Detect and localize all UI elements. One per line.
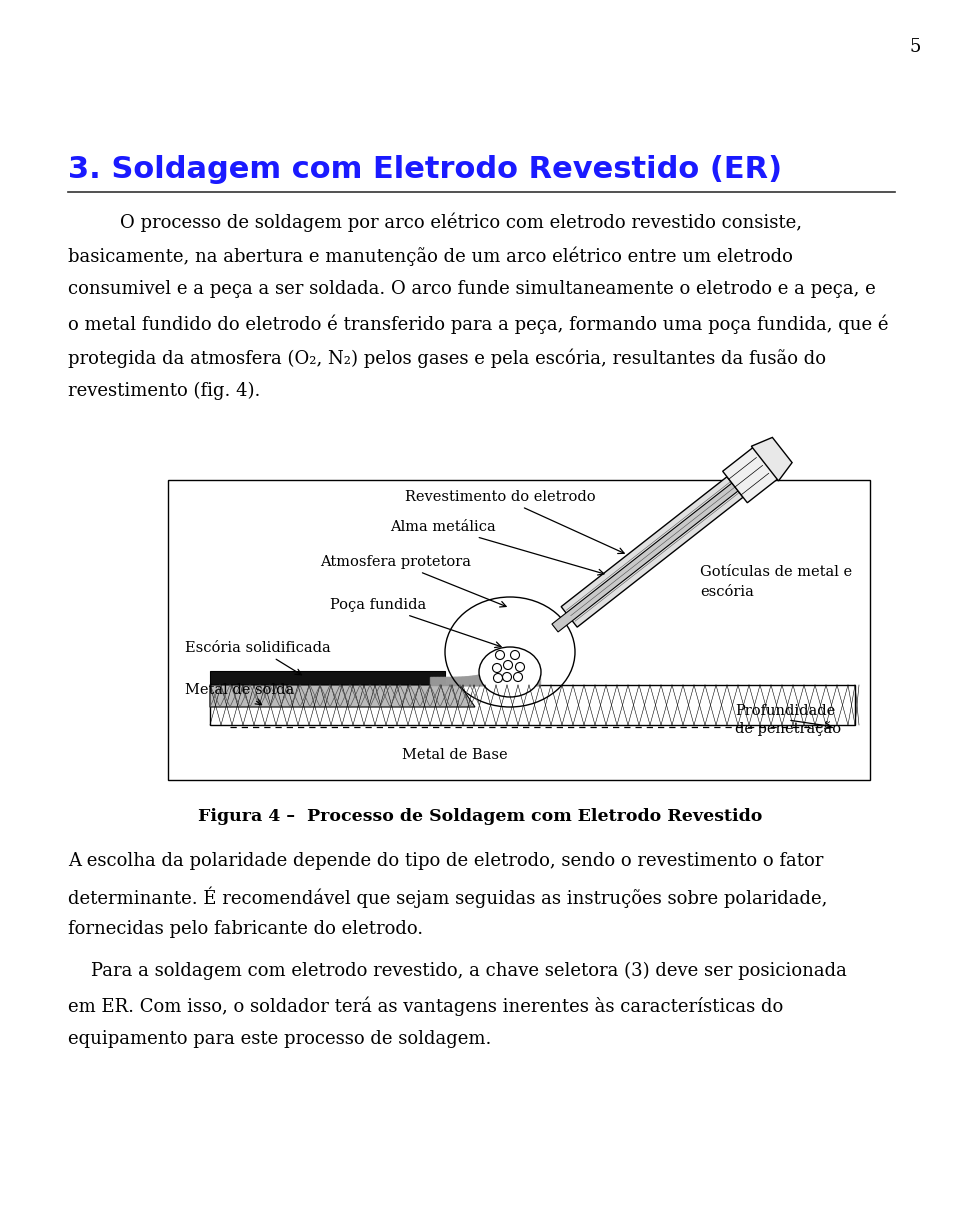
Polygon shape [752, 437, 792, 480]
Text: Escória solidificada: Escória solidificada [185, 641, 331, 675]
Polygon shape [210, 671, 445, 685]
Polygon shape [723, 446, 779, 503]
Circle shape [511, 650, 519, 659]
Polygon shape [562, 477, 743, 627]
Circle shape [503, 660, 513, 669]
Text: Figura 4 –  Processo de Soldagem com Eletrodo Revestido: Figura 4 – Processo de Soldagem com Elet… [198, 808, 762, 825]
Text: 5: 5 [909, 38, 921, 55]
Text: Profundidade
de penetração: Profundidade de penetração [735, 705, 841, 736]
Polygon shape [210, 685, 475, 707]
Text: determinante. É recomendável que sejam seguidas as instruções sobre polaridade,: determinante. É recomendável que sejam s… [68, 886, 828, 908]
Text: O processo de soldagem por arco elétrico com eletrodo revestido consiste,: O processo de soldagem por arco elétrico… [120, 212, 802, 232]
Text: protegida da atmosfera (O₂, N₂) pelos gases e pela escória, resultantes da fusão: protegida da atmosfera (O₂, N₂) pelos ga… [68, 347, 826, 367]
Polygon shape [210, 685, 855, 724]
Text: A escolha da polaridade depende do tipo de eletrodo, sendo o revestimento o fato: A escolha da polaridade depende do tipo … [68, 853, 824, 870]
Text: Atmosfera protetora: Atmosfera protetora [320, 554, 506, 607]
Text: consumivel e a peça a ser soldada. O arco funde simultaneamente o eletrodo e a p: consumivel e a peça a ser soldada. O arc… [68, 280, 876, 298]
Circle shape [492, 664, 501, 673]
Circle shape [493, 674, 502, 683]
Text: fornecidas pelo fabricante do eletrodo.: fornecidas pelo fabricante do eletrodo. [68, 920, 423, 938]
Text: Alma metálica: Alma metálica [390, 520, 604, 575]
Circle shape [495, 650, 505, 659]
Text: em ER. Com isso, o soldador terá as vantagens inerentes às características do: em ER. Com isso, o soldador terá as vant… [68, 995, 783, 1015]
Circle shape [514, 673, 522, 681]
Text: o metal fundido do eletrodo é transferido para a peça, formando uma poça fundida: o metal fundido do eletrodo é transferid… [68, 314, 889, 334]
Text: 3. Soldagem com Eletrodo Revestido (ER): 3. Soldagem com Eletrodo Revestido (ER) [68, 155, 782, 184]
Text: Poça fundida: Poça fundida [330, 598, 501, 648]
Polygon shape [552, 483, 738, 632]
Text: Gotículas de metal e
escória: Gotículas de metal e escória [700, 565, 852, 599]
Text: Metal de Base: Metal de Base [402, 748, 508, 763]
Ellipse shape [479, 647, 541, 697]
Text: basicamente, na abertura e manutenção de um arco elétrico entre um eletrodo: basicamente, na abertura e manutenção de… [68, 246, 793, 266]
Text: Metal de solda: Metal de solda [185, 683, 295, 705]
Circle shape [516, 663, 524, 671]
Text: equipamento para este processo de soldagem.: equipamento para este processo de soldag… [68, 1030, 492, 1048]
Text: Para a soldagem com eletrodo revestido, a chave seletora (3) deve ser posicionad: Para a soldagem com eletrodo revestido, … [68, 962, 847, 981]
Text: revestimento (fig. 4).: revestimento (fig. 4). [68, 382, 260, 400]
Text: Revestimento do eletrodo: Revestimento do eletrodo [405, 490, 624, 553]
Circle shape [502, 673, 512, 681]
